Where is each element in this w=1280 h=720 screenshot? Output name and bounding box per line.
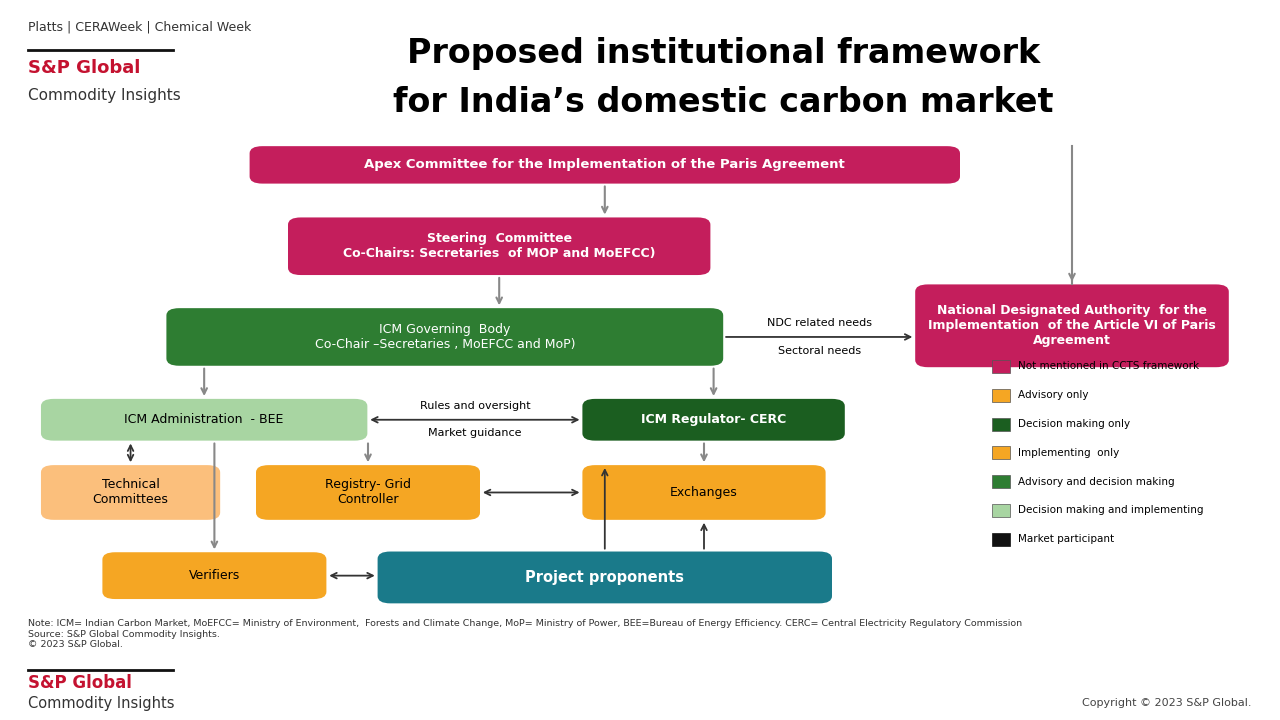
Text: Registry- Grid
Controller: Registry- Grid Controller	[325, 479, 411, 506]
Text: Note: ICM= Indian Carbon Market, MoEFCC= Ministry of Environment,  Forests and C: Note: ICM= Indian Carbon Market, MoEFCC=…	[28, 619, 1023, 649]
Text: Platts | CERAWeek | Chemical Week: Platts | CERAWeek | Chemical Week	[28, 20, 251, 33]
Text: Copyright © 2023 S&P Global.: Copyright © 2023 S&P Global.	[1083, 698, 1252, 708]
FancyBboxPatch shape	[288, 217, 710, 275]
Text: S&P Global: S&P Global	[28, 674, 132, 691]
FancyBboxPatch shape	[582, 465, 826, 520]
Text: Steering  Committee
Co-Chairs: Secretaries  of MOP and MoEFCC): Steering Committee Co-Chairs: Secretarie…	[343, 233, 655, 260]
FancyBboxPatch shape	[378, 552, 832, 603]
FancyBboxPatch shape	[41, 399, 367, 441]
Text: Exchanges: Exchanges	[671, 486, 737, 499]
Text: Proposed institutional framework: Proposed institutional framework	[407, 37, 1039, 71]
Text: Sectoral needs: Sectoral needs	[778, 346, 860, 356]
Text: Project proponents: Project proponents	[525, 570, 685, 585]
FancyBboxPatch shape	[992, 360, 1010, 373]
Text: Market guidance: Market guidance	[428, 428, 522, 438]
FancyBboxPatch shape	[41, 465, 220, 520]
Text: Implementing  only: Implementing only	[1018, 448, 1119, 458]
Text: ICM Regulator- CERC: ICM Regulator- CERC	[641, 413, 786, 426]
Text: Verifiers: Verifiers	[188, 569, 241, 582]
FancyBboxPatch shape	[915, 284, 1229, 367]
FancyBboxPatch shape	[992, 504, 1010, 517]
FancyBboxPatch shape	[250, 146, 960, 184]
Text: National Designated Authority  for the
Implementation  of the Article VI of Pari: National Designated Authority for the Im…	[928, 305, 1216, 347]
Text: Advisory only: Advisory only	[1018, 390, 1088, 400]
FancyBboxPatch shape	[582, 399, 845, 441]
Text: Commodity Insights: Commodity Insights	[28, 696, 174, 711]
FancyBboxPatch shape	[992, 418, 1010, 431]
FancyBboxPatch shape	[256, 465, 480, 520]
Text: Commodity Insights: Commodity Insights	[28, 88, 180, 102]
Text: S&P Global: S&P Global	[28, 59, 141, 77]
Text: Not mentioned in CCTS framework: Not mentioned in CCTS framework	[1018, 361, 1199, 372]
Text: Market participant: Market participant	[1018, 534, 1114, 544]
Text: Apex Committee for the Implementation of the Paris Agreement: Apex Committee for the Implementation of…	[365, 158, 845, 171]
FancyBboxPatch shape	[992, 446, 1010, 459]
Text: ICM Governing  Body
Co-Chair –Secretaries , MoEFCC and MoP): ICM Governing Body Co-Chair –Secretaries…	[315, 323, 575, 351]
Text: ICM Administration  - BEE: ICM Administration - BEE	[124, 413, 284, 426]
FancyBboxPatch shape	[102, 552, 326, 599]
Text: Advisory and decision making: Advisory and decision making	[1018, 477, 1174, 487]
Text: Decision making only: Decision making only	[1018, 419, 1130, 429]
FancyBboxPatch shape	[992, 389, 1010, 402]
FancyBboxPatch shape	[992, 533, 1010, 546]
Text: NDC related needs: NDC related needs	[767, 318, 872, 328]
Text: Decision making and implementing: Decision making and implementing	[1018, 505, 1203, 516]
Text: Technical
Committees: Technical Committees	[92, 479, 169, 506]
FancyBboxPatch shape	[992, 475, 1010, 488]
Text: for India’s domestic carbon market: for India’s domestic carbon market	[393, 86, 1053, 119]
Text: Rules and oversight: Rules and oversight	[420, 401, 530, 411]
FancyBboxPatch shape	[166, 308, 723, 366]
